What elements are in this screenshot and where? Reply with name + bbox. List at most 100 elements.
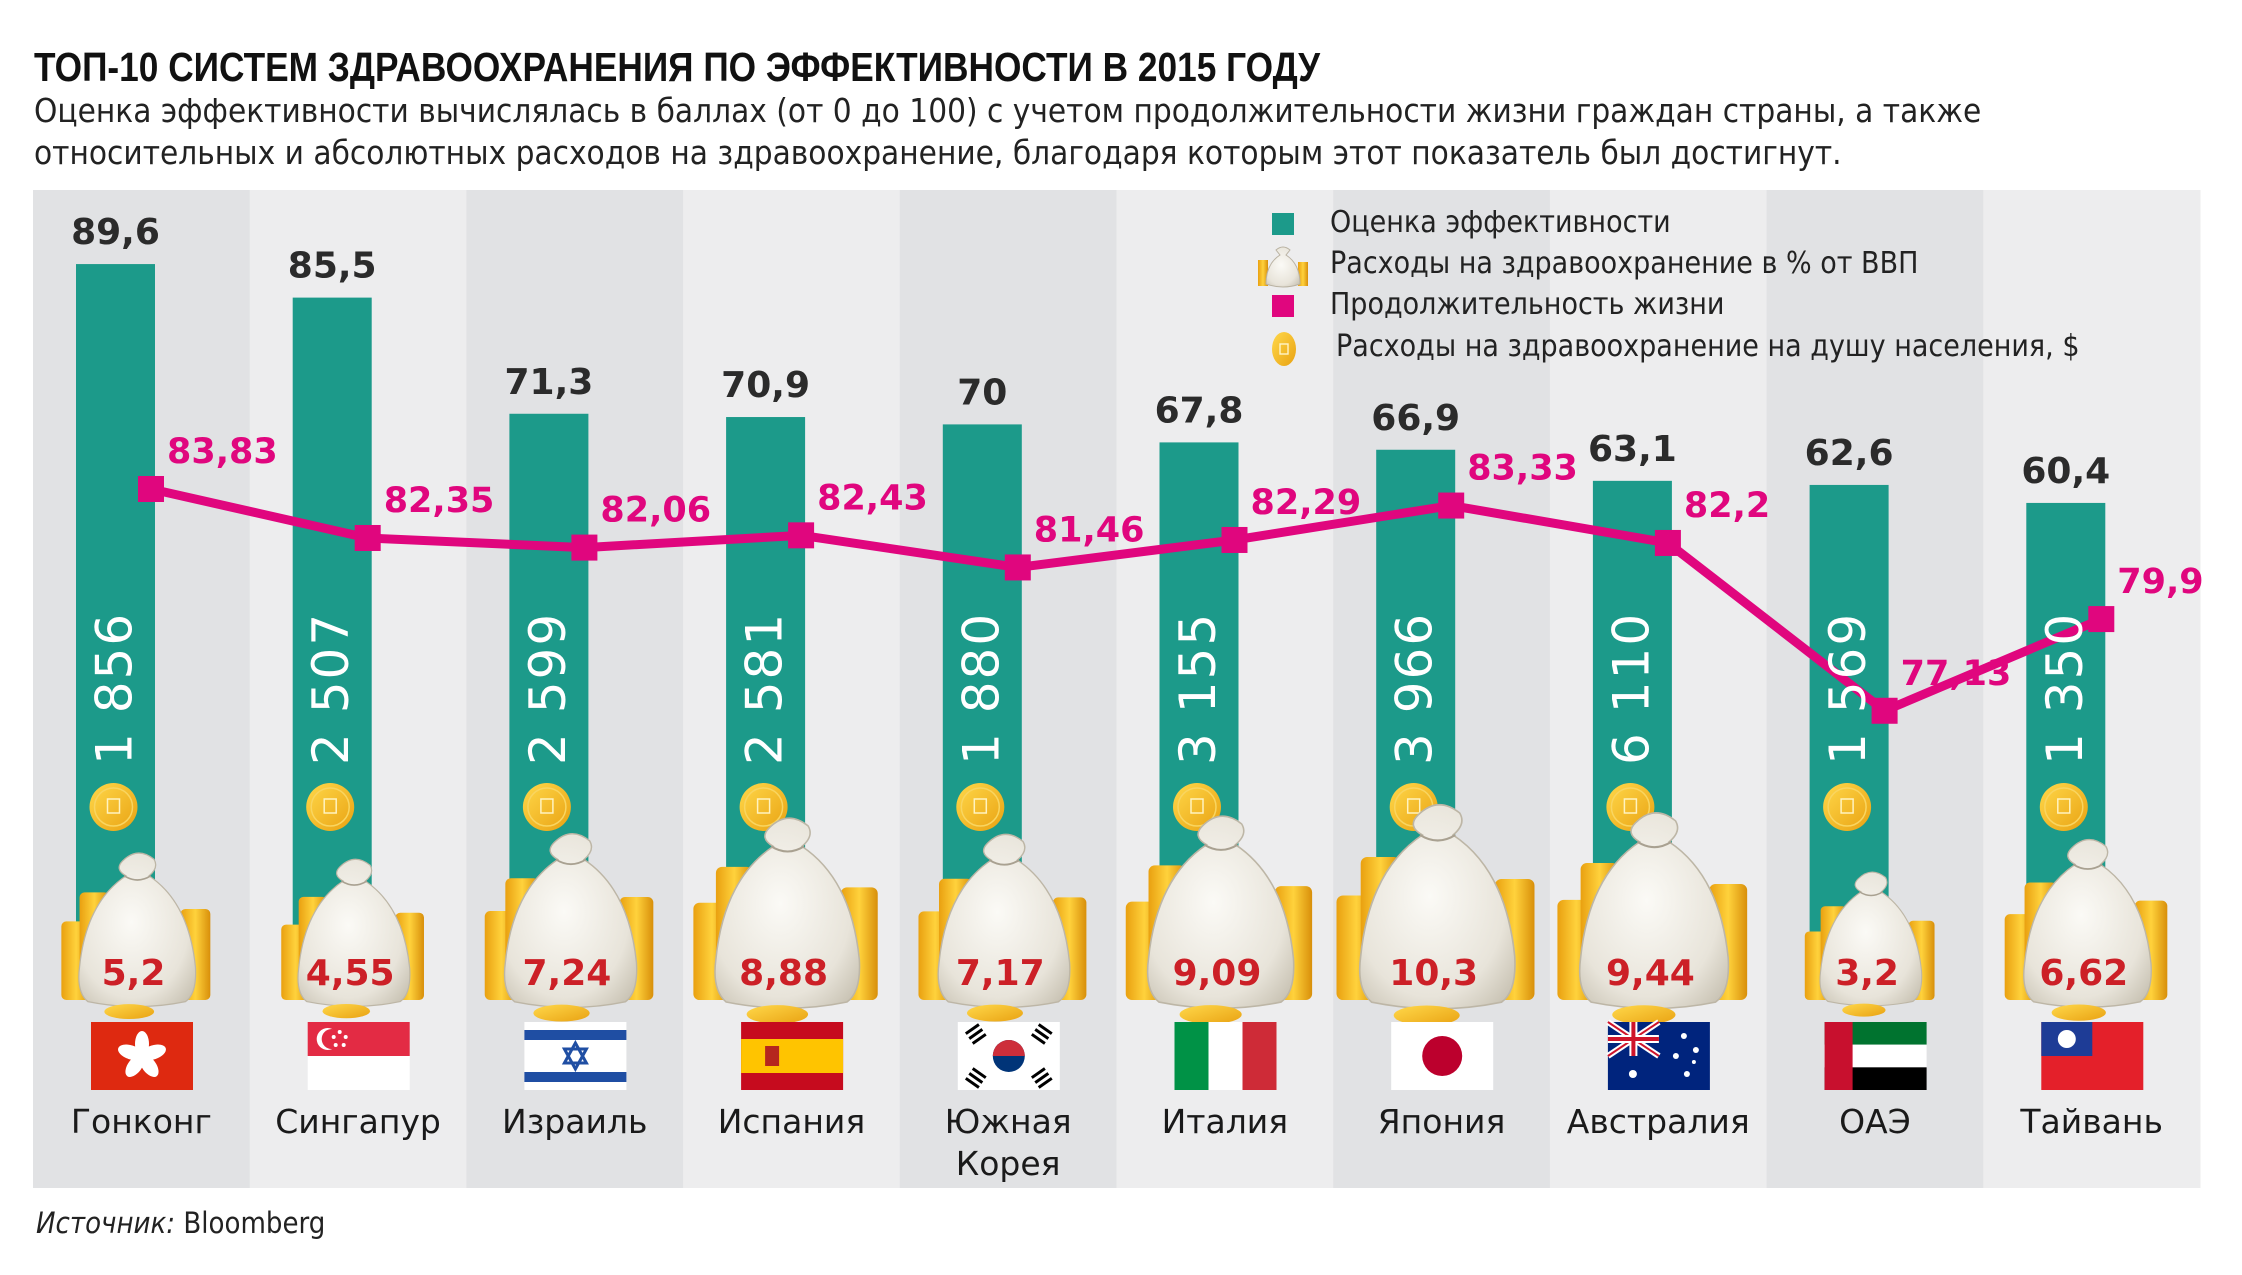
- life-expectancy-marker: [354, 524, 381, 551]
- coin-rim: [960, 787, 1001, 827]
- coin-glyph: [540, 798, 554, 814]
- gdp-share-label: 5,2: [102, 953, 166, 994]
- country-name: Австралия: [1567, 1102, 1750, 1141]
- bauhinia-petal: [118, 1044, 144, 1061]
- spain-flag-icon: [741, 1022, 844, 1090]
- flag-part: [1208, 1022, 1243, 1090]
- gold-coin-icon: [1823, 783, 1872, 831]
- bar-value-label: 70: [957, 372, 1007, 413]
- trigram-bar: [971, 1033, 987, 1045]
- bar-value-label: 85,5: [288, 246, 377, 287]
- money-bag-icon: [693, 817, 878, 1024]
- bag-tie: [2072, 863, 2103, 870]
- uae-flag-icon: [1824, 1022, 1927, 1090]
- bag-tie: [1203, 843, 1239, 851]
- money-bag-icon: [1125, 815, 1313, 1024]
- money-bag-icon: [2004, 838, 2168, 1021]
- country-name: Италия: [1162, 1102, 1289, 1141]
- money-bag-icon: [1557, 812, 1748, 1025]
- australia-flag-icon: [1606, 1019, 1710, 1090]
- bag-tie: [123, 875, 152, 881]
- chart-title: ТОП-10 СИСТЕМ ЗДРАВООХРАНЕНИЯ ПО ЭФФЕКТИ…: [34, 44, 1321, 90]
- coin-body: [522, 783, 571, 831]
- country-name: Испания: [718, 1102, 866, 1141]
- trigram: [1030, 1067, 1053, 1089]
- gdp-share-label: 3,2: [1835, 953, 1899, 994]
- loose-coins: [1179, 1005, 1242, 1024]
- coin-body: [306, 783, 355, 831]
- teal-square-icon: [1272, 213, 1294, 235]
- trigram-bar: [968, 1072, 984, 1084]
- bag-body: [714, 817, 861, 1009]
- coin-rim: [93, 787, 134, 827]
- coin-rim: [2044, 787, 2084, 827]
- flag-part: [524, 1030, 627, 1040]
- star: [343, 1035, 348, 1039]
- bag-tie: [555, 858, 587, 866]
- bar-value-label: 60,4: [2021, 451, 2110, 492]
- gold-coin-icon: [739, 783, 788, 831]
- per-capita-label: 1 856: [86, 612, 144, 765]
- white-sun: [2057, 1030, 2076, 1048]
- star: [331, 1035, 336, 1039]
- star: [1680, 1033, 1687, 1039]
- flags: [91, 1019, 2144, 1090]
- trigram: [964, 1067, 987, 1089]
- life-expectancy-label: 82,2: [1684, 486, 1770, 526]
- taegeuk-red: [992, 1040, 1025, 1056]
- bag-body: [1578, 812, 1730, 1010]
- star: [337, 1030, 342, 1034]
- life-expectancy-marker: [1004, 554, 1031, 581]
- money-bag-icon: [1804, 871, 1935, 1017]
- star: [1691, 1060, 1696, 1064]
- bag-body: [1358, 803, 1516, 1010]
- coin-body: [1173, 783, 1221, 831]
- subtitle-line-2: относительных и абсолютных расходов на з…: [34, 133, 1842, 172]
- bag-tie: [1419, 834, 1456, 842]
- bag-tie: [1636, 840, 1672, 849]
- loose-coins: [1612, 1005, 1676, 1025]
- flag-part: [741, 1039, 844, 1073]
- bar-value-label: 71,3: [504, 362, 593, 403]
- coin-glyph: [106, 798, 121, 814]
- country-name: Корея: [956, 1144, 1061, 1183]
- trigram-bar: [968, 1028, 984, 1040]
- israel-flag-icon: [524, 1022, 627, 1090]
- loose-coins: [1842, 1003, 1886, 1017]
- coin-body: [2039, 783, 2088, 831]
- star: [333, 1043, 338, 1047]
- country-name: Южная: [945, 1102, 1072, 1141]
- star: [341, 1043, 346, 1047]
- coin-body: [956, 783, 1005, 831]
- life-expectancy-marker: [1654, 529, 1681, 556]
- gdp-share-label: 6,62: [2039, 953, 2128, 994]
- coin-rim: [1610, 787, 1651, 827]
- legend-label: Расходы на здравоохранение в % от ВВП: [1330, 246, 1919, 281]
- coin-body: [89, 783, 138, 831]
- taiwan-flag-icon: [2041, 1022, 2144, 1090]
- trigram-bar: [971, 1067, 987, 1079]
- bar-value-label: 70,9: [721, 365, 810, 406]
- country-name: Израиль: [502, 1102, 647, 1141]
- flag-part: [307, 1056, 410, 1090]
- legend-label: Оценка эффективности: [1330, 205, 1671, 240]
- singapore-flag-icon: [307, 1022, 410, 1090]
- life-expectancy-marker: [138, 476, 164, 502]
- country-name: Тайвань: [2019, 1102, 2163, 1141]
- life-expectancy-label: 79,9: [2117, 562, 2203, 602]
- life-expectancy-label: 82,43: [817, 478, 928, 518]
- coin-rim: [527, 787, 567, 827]
- flag-part: [1174, 1022, 1209, 1090]
- bag-body: [1819, 871, 1923, 1007]
- legend-label: Продолжительность жизни: [1330, 287, 1725, 322]
- money-bag-icon: [1258, 246, 1308, 288]
- life-expectancy-marker: [788, 522, 815, 549]
- bar-value-label: 62,6: [1805, 433, 1894, 474]
- legend-label: Расходы на здравоохранение на душу насел…: [1336, 329, 2080, 364]
- loose-coins: [1393, 1005, 1460, 1026]
- bag-body: [78, 852, 197, 1008]
- gdp-share-label: 10,3: [1389, 953, 1478, 994]
- gdp-share-label: 4,55: [306, 953, 395, 994]
